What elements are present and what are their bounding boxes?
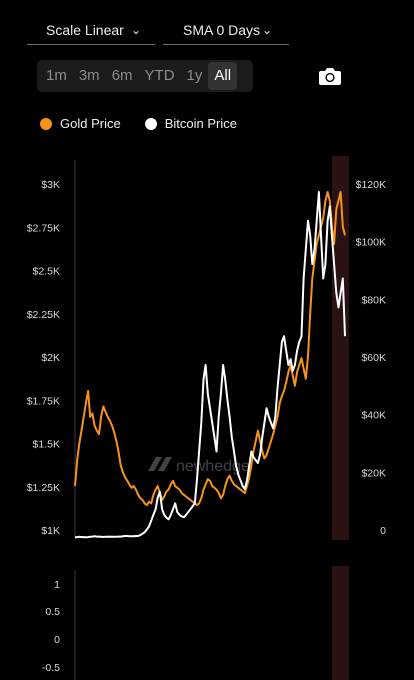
legend-bitcoin-label: Bitcoin Price: [164, 116, 237, 131]
range-selector: 1m 3m 6m YTD 1y All: [37, 60, 253, 92]
watermark-text: newhedge: [176, 458, 250, 475]
chevron-down-icon: ⌄: [131, 23, 142, 37]
indicator-chart[interactable]: 1 0.5 0 -0.5: [0, 560, 414, 680]
scale-dropdown-label: Scale Linear: [46, 22, 124, 38]
scale-dropdown[interactable]: Scale Linear ⌄: [27, 14, 155, 45]
left-tick-label: $3K: [41, 179, 60, 191]
legend-gold-dot: [40, 117, 52, 130]
price-chart[interactable]: $1K $1.25K $1.5K $1.75K $2K $2.25K $2.5K $2.75K…: [0, 150, 414, 550]
watermark: newhedge: [148, 457, 250, 475]
chevron-down-icon: ⌄: [262, 23, 273, 37]
range-ytd-button[interactable]: YTD: [144, 67, 175, 84]
range-1m-button[interactable]: 1m: [46, 67, 67, 84]
range-6m-button[interactable]: 6m: [111, 67, 133, 84]
right-tick-label: $80K: [361, 294, 386, 306]
legend-gold-label: Gold Price: [60, 116, 121, 131]
legend-item-gold[interactable]: Gold Price: [40, 116, 121, 131]
legend-item-bitcoin[interactable]: Bitcoin Price: [144, 116, 237, 131]
right-tick-label: 0: [380, 525, 386, 537]
right-tick-label: $60K: [361, 352, 386, 364]
left-tick-label: $1.5K: [33, 439, 60, 451]
left-tick-label: $2K: [41, 352, 60, 364]
right-tick-label: $100K: [356, 237, 386, 249]
left-tick-label: $1.75K: [27, 395, 60, 407]
left-tick-label: $2.75K: [27, 222, 60, 234]
sub-tick-label: 0: [54, 634, 60, 646]
range-3m-button[interactable]: 3m: [78, 67, 100, 84]
range-all-button[interactable]: All: [208, 62, 238, 90]
camera-icon[interactable]: [318, 66, 342, 86]
right-tick-label: $20K: [361, 467, 386, 479]
sma-dropdown-label: SMA 0 Days: [183, 22, 261, 38]
chart-legend: Gold Price Bitcoin Price: [40, 116, 261, 131]
right-tick-label: $120K: [356, 179, 386, 191]
sub-tick-label: 1: [54, 579, 60, 591]
highlight-band: [332, 566, 349, 680]
highlight-band: [332, 156, 349, 540]
legend-bitcoin-dot: [144, 117, 157, 130]
newhedge-logo-icon: [148, 457, 172, 471]
left-tick-label: $1.25K: [27, 482, 60, 494]
right-tick-label: $40K: [361, 410, 386, 422]
bitcoin-price-line: [74, 191, 346, 539]
sma-dropdown[interactable]: SMA 0 Days ⌄: [163, 14, 289, 45]
sub-tick-label: 0.5: [45, 606, 60, 618]
left-tick-label: $1K: [41, 525, 60, 537]
sub-tick-label: -0.5: [42, 662, 60, 674]
gold-price-line: [74, 191, 346, 507]
range-1y-button[interactable]: 1y: [186, 67, 203, 84]
left-tick-label: $2.25K: [27, 309, 60, 321]
left-tick-label: $2.5K: [33, 266, 60, 278]
